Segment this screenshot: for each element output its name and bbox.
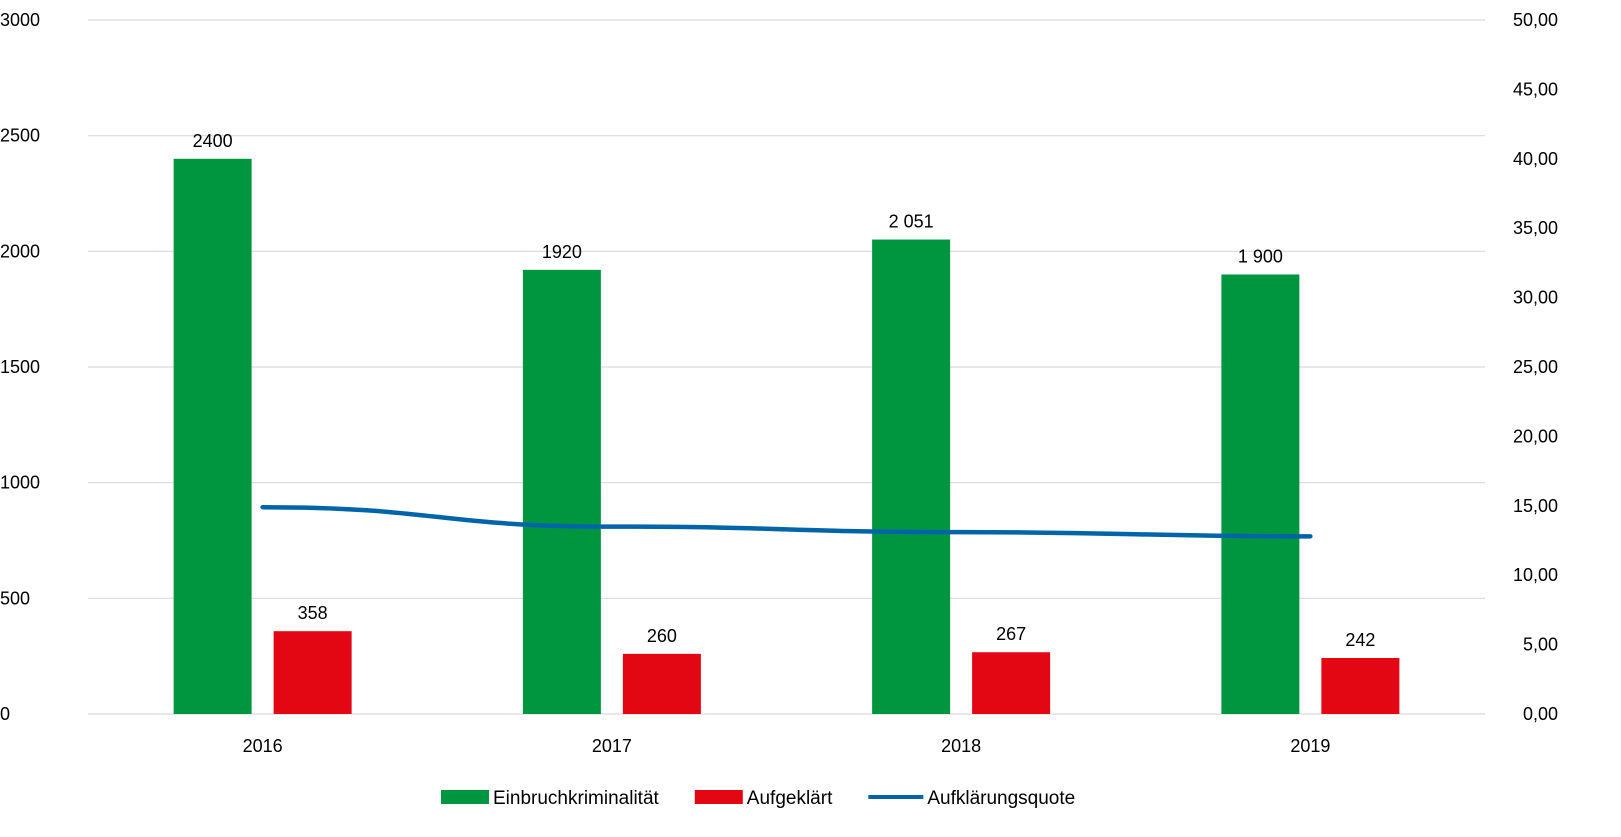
legend-label: Einbruchkriminalität (493, 788, 660, 809)
data-label: 358 (298, 603, 328, 623)
bar (1321, 658, 1400, 714)
bar (522, 269, 601, 714)
left-tick-label: 1000 (0, 473, 40, 493)
line-series (260, 504, 1313, 539)
x-tick-label: 2016 (243, 736, 283, 756)
left-tick-label: 2000 (0, 241, 40, 261)
right-tick-label: 0,00 (1523, 704, 1558, 724)
left-axis-ticks: 0 500 1000 1500 2000 2500 3000 (0, 10, 40, 724)
data-label: 1 900 (1238, 246, 1283, 266)
right-tick-label: 45,00 (1513, 79, 1558, 99)
right-axis-ticks: 0,00 5,00 10,00 15,00 20,00 25,00 30,00 35,00 40… (1513, 10, 1558, 724)
bar (173, 158, 252, 715)
data-label: 1920 (542, 242, 582, 262)
bar (972, 652, 1051, 714)
legend-label: Aufklärungsquote (927, 788, 1075, 809)
right-tick-label: 5,00 (1523, 635, 1558, 655)
data-label: 2400 (193, 131, 233, 151)
data-label: 2 051 (889, 212, 934, 232)
gridlines (88, 19, 1485, 715)
x-tick-label: 2018 (941, 736, 981, 756)
bar (622, 653, 701, 714)
left-tick-label: 1500 (0, 357, 40, 377)
right-tick-label: 40,00 (1513, 149, 1558, 169)
legend-swatch (694, 790, 743, 804)
left-tick-label: 2500 (0, 126, 40, 146)
bar (1221, 274, 1300, 714)
line-path (260, 504, 1313, 539)
data-labels: 2400 358 1920 260 2 051 267 1 900 242 (193, 131, 1376, 650)
right-tick-label: 25,00 (1513, 357, 1558, 377)
bars (173, 158, 1400, 715)
data-label: 267 (996, 624, 1026, 644)
legend: Einbruchkriminalität Aufgeklärt Aufklärung… (441, 788, 1075, 809)
right-tick-label: 15,00 (1513, 496, 1558, 516)
right-tick-label: 20,00 (1513, 426, 1558, 446)
data-label: 260 (647, 626, 677, 646)
bar (273, 631, 352, 714)
x-tick-label: 2017 (592, 736, 632, 756)
right-tick-label: 10,00 (1513, 565, 1558, 585)
right-tick-label: 30,00 (1513, 288, 1558, 308)
x-tick-label: 2019 (1290, 736, 1330, 756)
left-tick-label: 500 (0, 588, 30, 608)
right-tick-label: 35,00 (1513, 218, 1558, 238)
bar (872, 239, 951, 714)
legend-swatch (441, 790, 489, 804)
left-tick-label: 0 (0, 704, 10, 724)
left-tick-label: 3000 (0, 10, 40, 30)
x-axis-ticks: 2016 2017 2018 2019 (243, 736, 1331, 756)
right-tick-label: 50,00 (1513, 10, 1558, 30)
data-label: 242 (1345, 630, 1375, 650)
legend-label: Aufgeklärt (747, 788, 833, 809)
